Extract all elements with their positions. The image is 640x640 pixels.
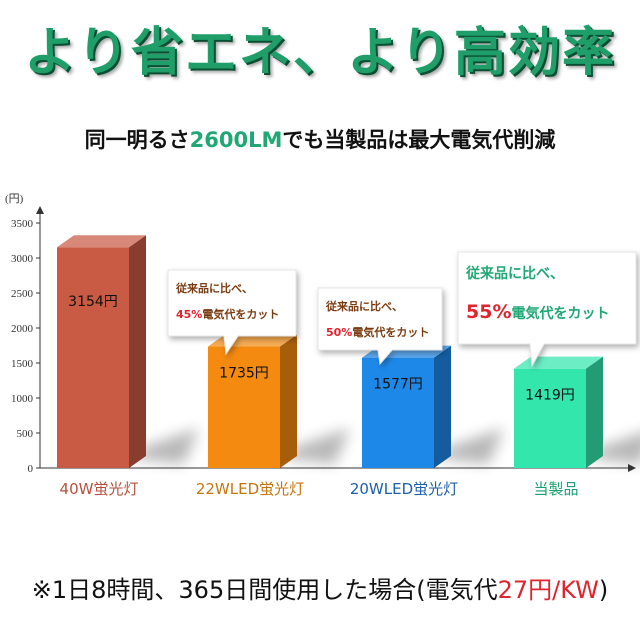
bar-front: [57, 247, 129, 468]
bar-front: [362, 357, 434, 468]
subtitle: 同一明るさ2600LMでも当製品は最大電気代削減: [0, 124, 640, 154]
footnote-before: ※1日8時間、365日間使用した場合(電気代: [31, 576, 498, 604]
y-tick-label: 3000: [11, 253, 34, 265]
bar-front: [208, 346, 280, 468]
callout-line2: 45%電気代をカット: [176, 307, 279, 321]
bar-value-label: 1577円: [373, 377, 423, 393]
y-axis-unit-label: (円): [5, 193, 24, 205]
y-tick-label: 2000: [11, 323, 34, 335]
callout-box: 従来品に比べ、 50%電気代をカット: [317, 287, 443, 366]
bar-side: [586, 356, 603, 468]
callout-box: 従来品に比べ、 45%電気代をカット: [167, 269, 297, 356]
y-tick-label: 500: [17, 428, 34, 440]
headline: より省エネ、より高効率: [24, 23, 616, 83]
subtitle-before: 同一明るさ: [84, 128, 190, 152]
subtitle-after: でも当製品は最大電気代削減: [282, 128, 556, 152]
callout-line2: 50%電気代をカット: [326, 325, 429, 339]
callout-bubble: [457, 251, 637, 368]
category-label: 20WLED蛍光灯: [350, 480, 458, 498]
y-tick-label: 1500: [11, 358, 34, 370]
cost-bar-chart: (円) 0 500 1000 1500 2000 2500 3000 3500 3154円 40W…: [5, 193, 640, 498]
footnote-after: ): [598, 576, 609, 604]
callout-line1: 従来品に比べ、: [325, 299, 403, 313]
category-label: 40W蛍光灯: [60, 480, 139, 498]
y-axis-arrow: [36, 206, 44, 214]
x-axis-arrow: [628, 464, 636, 472]
category-label: 当製品: [533, 480, 578, 498]
callout-percent: 45%: [176, 308, 202, 321]
bar-top: [57, 235, 146, 248]
y-tick-label: 1000: [11, 393, 34, 405]
callout-line1: 従来品に比べ、: [175, 281, 253, 295]
bar-value-label: 1735円: [219, 366, 269, 382]
callout-bubble: [317, 287, 443, 366]
callout-bubble: [167, 269, 297, 356]
callout-rest: 電気代をカット: [352, 325, 429, 339]
category-label: 22WLED蛍光灯: [196, 480, 304, 498]
callout-percent: 50%: [326, 326, 352, 339]
footnote-rate: 27円/KW: [497, 576, 599, 604]
bar-value-label: 1419円: [525, 388, 575, 404]
y-tick-label: 2500: [11, 288, 34, 300]
bar-top: [514, 356, 603, 369]
callout-line2: 55%電気代をカット: [466, 301, 609, 323]
subtitle-lumen: 2600LM: [189, 128, 283, 152]
callout-rest: 電気代をカット: [511, 305, 609, 322]
callout-line1: 従来品に比べ、: [465, 265, 564, 282]
bar-value-label: 3154円: [68, 294, 118, 310]
bar-side: [129, 235, 146, 468]
bar-shadow: [280, 428, 350, 464]
bar-front: [514, 368, 586, 468]
bar-side: [434, 345, 451, 468]
y-tick-label: 0: [28, 463, 34, 475]
bar-side: [280, 334, 297, 468]
bar-shadow: [434, 428, 504, 464]
bar-shadow: [129, 428, 199, 464]
y-tick-label: 3500: [11, 218, 34, 230]
callout-box: 従来品に比べ、 55%電気代をカット: [457, 251, 637, 368]
footnote: ※1日8時間、365日間使用した場合(電気代27円/KW): [0, 570, 640, 605]
callout-rest: 電気代をカット: [202, 307, 279, 321]
callout-percent: 55%: [466, 301, 511, 323]
